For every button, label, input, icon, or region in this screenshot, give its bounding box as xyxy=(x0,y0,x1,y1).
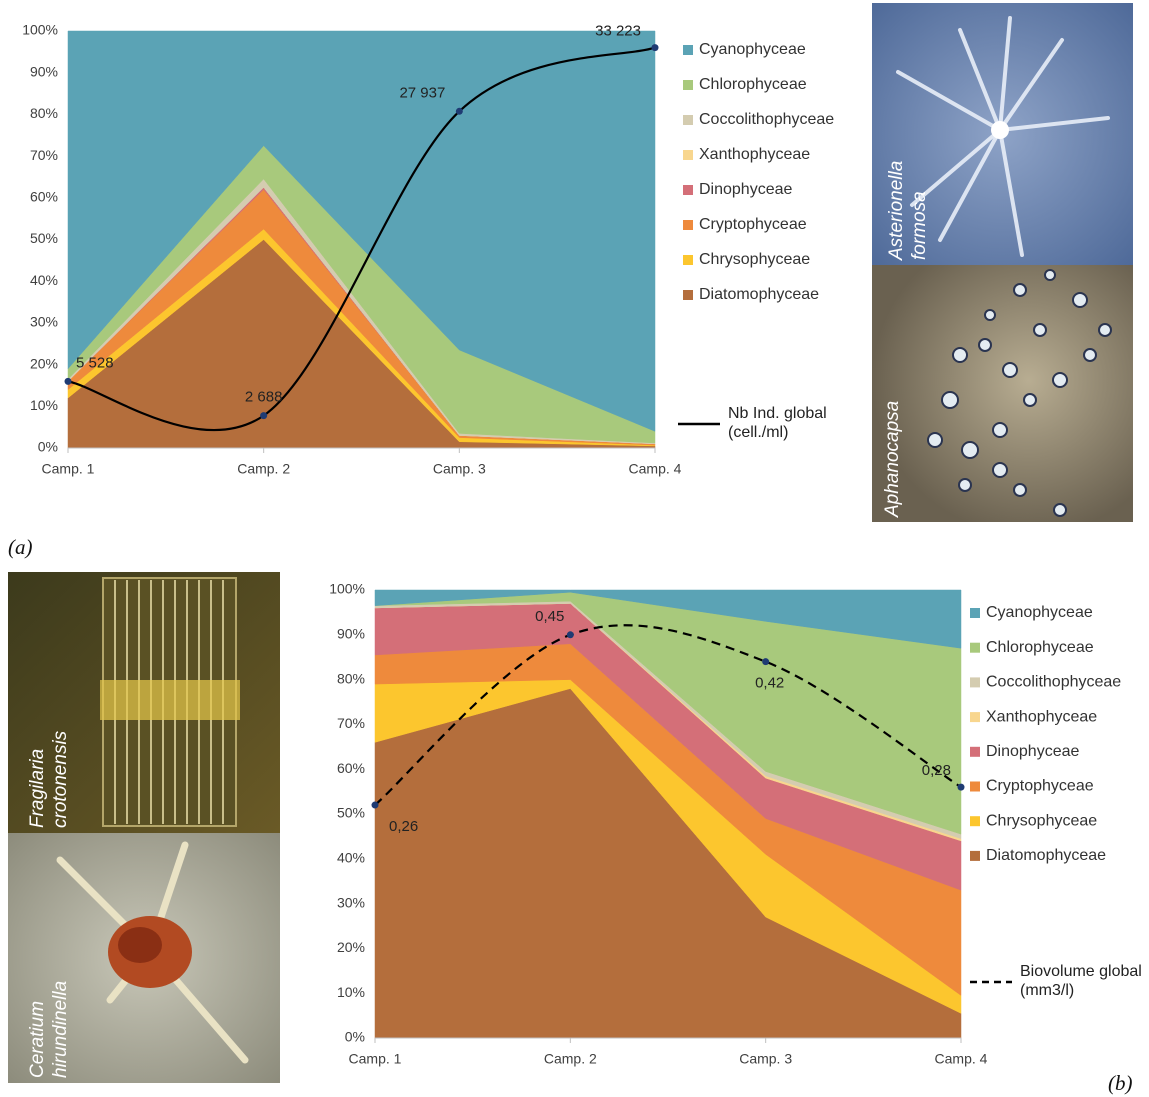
legend-swatch xyxy=(970,782,980,792)
y-tick-label: 30% xyxy=(30,314,58,330)
x-tick-label: Camp. 3 xyxy=(433,461,486,477)
y-tick-label: 50% xyxy=(30,230,58,246)
y-tick-label: 80% xyxy=(30,105,58,121)
legend-swatch xyxy=(683,255,693,265)
x-tick-label: Camp. 2 xyxy=(237,461,290,477)
y-tick-label: 30% xyxy=(337,894,365,910)
y-tick-label: 70% xyxy=(30,147,58,163)
line-marker xyxy=(260,412,267,419)
y-tick-label: 100% xyxy=(22,22,58,38)
panel-label: (b) xyxy=(1108,1071,1133,1095)
line-marker xyxy=(372,802,379,809)
line-marker xyxy=(65,378,72,385)
micrograph-label: Asterionella xyxy=(886,161,907,261)
y-tick-label: 10% xyxy=(337,984,365,1000)
micrograph-label: Ceratium xyxy=(27,1001,48,1078)
legend-swatch xyxy=(683,185,693,195)
legend-label: Chlorophyceae xyxy=(986,639,1094,656)
page: {"chart_data": [ {"type": "area", "stack… xyxy=(0,0,1149,1097)
x-tick-label: Camp. 2 xyxy=(544,1051,597,1067)
legend-label: Xanthophyceae xyxy=(986,708,1097,725)
y-tick-label: 40% xyxy=(30,272,58,288)
legend-label: Cyanophyceae xyxy=(986,604,1093,621)
panel-label: (a) xyxy=(8,535,33,559)
legend-label: Xanthophyceae xyxy=(699,146,810,163)
legend-label: Cryptophyceae xyxy=(986,778,1094,795)
y-tick-label: 70% xyxy=(337,715,365,731)
figure: Asterionella formosa Aphanocapsa Fragila… xyxy=(0,0,1149,1097)
legend-swatch xyxy=(970,816,980,826)
legend-swatch xyxy=(970,677,980,687)
data-label: 0,42 xyxy=(755,675,784,692)
data-label: 0,45 xyxy=(535,608,564,625)
micrograph-label: crotonensis xyxy=(50,730,71,828)
legend-label: Coccolithophyceae xyxy=(699,111,834,128)
x-tick-label: Camp. 1 xyxy=(349,1051,402,1067)
data-label: 0,26 xyxy=(389,818,418,835)
legend-label: Dinophyceae xyxy=(699,181,793,198)
micrograph xyxy=(8,572,280,833)
micrograph-label: Fragilaria xyxy=(27,749,48,828)
y-tick-label: 60% xyxy=(30,189,58,205)
legend-swatch xyxy=(970,643,980,653)
data-label: 0,28 xyxy=(922,762,951,779)
legend-swatch xyxy=(970,851,980,861)
legend-label: Chrysophyceae xyxy=(986,812,1097,829)
legend-label: Chlorophyceae xyxy=(699,76,807,93)
legend-label: Diatomophyceae xyxy=(986,847,1106,864)
y-tick-label: 0% xyxy=(345,1029,365,1045)
legend-label: Nb Ind. global (cell./ml) xyxy=(728,404,858,442)
micrograph-label: hirundinella xyxy=(50,981,71,1078)
y-tick-label: 90% xyxy=(337,626,365,642)
micrograph xyxy=(872,265,1133,522)
data-label: 2 688 xyxy=(245,389,283,406)
legend-swatch xyxy=(683,220,693,230)
legend-swatch xyxy=(683,115,693,125)
y-tick-label: 100% xyxy=(329,581,365,597)
x-tick-label: Camp. 3 xyxy=(739,1051,792,1067)
y-tick-label: 20% xyxy=(337,939,365,955)
y-tick-label: 0% xyxy=(38,439,58,455)
y-tick-label: 60% xyxy=(337,760,365,776)
line-marker xyxy=(762,658,769,665)
x-tick-label: Camp. 4 xyxy=(629,461,682,477)
legend-label: Coccolithophyceae xyxy=(986,674,1121,691)
data-label: 5 528 xyxy=(76,354,114,371)
line-marker xyxy=(456,108,463,115)
y-tick-label: 40% xyxy=(337,850,365,866)
x-tick-label: Camp. 1 xyxy=(42,461,95,477)
legend-swatch xyxy=(683,45,693,55)
line-marker xyxy=(567,631,574,638)
micrograph-label: formosa xyxy=(909,191,930,260)
legend-label: Dinophyceae xyxy=(986,743,1080,760)
line-marker xyxy=(958,784,965,791)
legend-label: Chrysophyceae xyxy=(699,251,810,268)
micrograph-label: Aphanocapsa xyxy=(882,401,903,518)
legend-swatch xyxy=(970,747,980,757)
legend-swatch xyxy=(683,150,693,160)
micrograph xyxy=(8,833,280,1083)
legend-label: Cyanophyceae xyxy=(699,41,806,58)
line-marker xyxy=(652,44,659,51)
legend-label: Biovolume global (mm3/l) xyxy=(1020,962,1149,1000)
x-tick-label: Camp. 4 xyxy=(935,1051,988,1067)
legend-label: Cryptophyceae xyxy=(699,216,807,233)
data-label: 33 223 xyxy=(595,23,641,40)
legend-swatch xyxy=(683,290,693,300)
legend-swatch xyxy=(970,608,980,618)
y-tick-label: 10% xyxy=(30,397,58,413)
legend-label: Diatomophyceae xyxy=(699,286,819,303)
y-tick-label: 50% xyxy=(337,805,365,821)
y-tick-label: 20% xyxy=(30,355,58,371)
data-label: 27 937 xyxy=(399,84,445,101)
y-tick-label: 90% xyxy=(30,63,58,79)
y-tick-label: 80% xyxy=(337,670,365,686)
legend-swatch xyxy=(683,80,693,90)
legend-swatch xyxy=(970,712,980,722)
